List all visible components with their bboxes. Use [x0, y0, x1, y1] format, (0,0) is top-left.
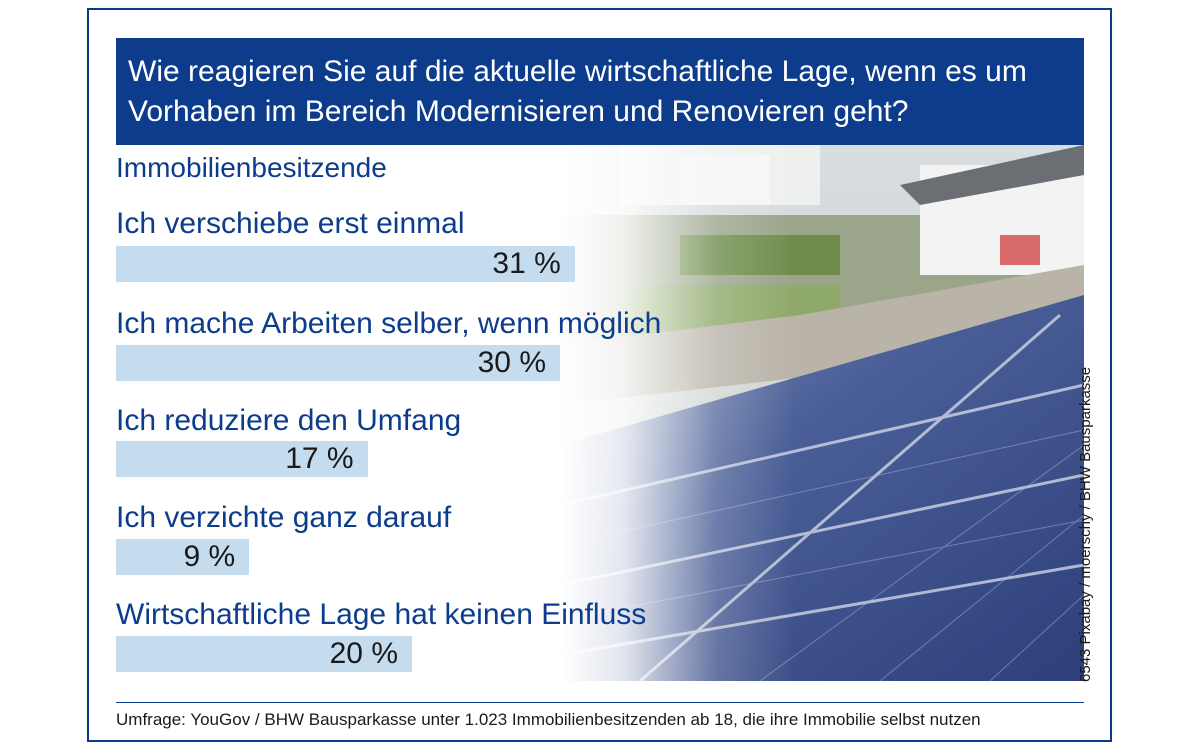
category-label-selber: Ich mache Arbeiten selber, wenn möglich [116, 307, 662, 340]
bar-selber [116, 345, 560, 381]
bar-value-reduziere: 17 % [285, 442, 354, 475]
category-label-verschiebe: Ich verschiebe erst einmal [116, 207, 465, 240]
photo-credit-text: 6543 Pixabay / moerschy / BHW Bausparkas… [1077, 366, 1094, 682]
solar-roof-photo [560, 145, 1084, 681]
bar-verzichte [116, 539, 250, 575]
chart-subtitle: Immobilienbesitzende [116, 152, 387, 183]
bar-value-selber: 30 % [477, 346, 546, 379]
bar-value-verschiebe: 31 % [492, 247, 561, 280]
category-label-kein-einfluss: Wirtschaftliche Lage hat keinen Einfluss [116, 598, 647, 631]
bar-value-verzichte: 9 % [183, 540, 236, 573]
photo-credit: 6543 Pixabay / moerschy / BHW Bausparkas… [1077, 367, 1094, 683]
chart-title: Wie reagieren Sie auf die aktuelle wirts… [116, 38, 1084, 145]
category-label-reduziere: Ich reduziere den Umfang [116, 404, 462, 437]
bar-kein-einfluss [116, 636, 412, 672]
bar-verschiebe [116, 246, 575, 282]
bar-reduziere [116, 441, 368, 477]
bar-value-kein-einfluss: 20 % [329, 637, 398, 670]
footer-divider [116, 702, 1084, 703]
category-label-verzichte: Ich verzichte ganz darauf [116, 501, 452, 534]
survey-source-note: Umfrage: YouGov / BHW Bausparkasse unter… [116, 710, 981, 729]
